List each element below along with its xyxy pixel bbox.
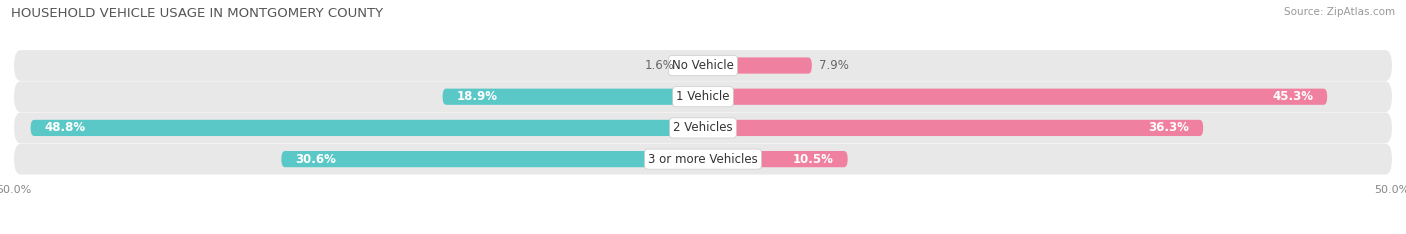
Text: HOUSEHOLD VEHICLE USAGE IN MONTGOMERY COUNTY: HOUSEHOLD VEHICLE USAGE IN MONTGOMERY CO… <box>11 7 384 20</box>
Text: 2 Vehicles: 2 Vehicles <box>673 121 733 134</box>
FancyBboxPatch shape <box>703 120 1204 136</box>
Text: 48.8%: 48.8% <box>45 121 86 134</box>
Text: 36.3%: 36.3% <box>1149 121 1189 134</box>
Text: 18.9%: 18.9% <box>457 90 498 103</box>
Text: 30.6%: 30.6% <box>295 153 336 166</box>
FancyBboxPatch shape <box>31 120 703 136</box>
FancyBboxPatch shape <box>14 144 1392 175</box>
FancyBboxPatch shape <box>681 57 703 74</box>
Text: 45.3%: 45.3% <box>1272 90 1313 103</box>
FancyBboxPatch shape <box>281 151 703 167</box>
Text: 3 or more Vehicles: 3 or more Vehicles <box>648 153 758 166</box>
Text: 7.9%: 7.9% <box>818 59 849 72</box>
FancyBboxPatch shape <box>703 57 811 74</box>
Text: 10.5%: 10.5% <box>793 153 834 166</box>
Text: 1.6%: 1.6% <box>644 59 673 72</box>
FancyBboxPatch shape <box>443 89 703 105</box>
FancyBboxPatch shape <box>703 89 1327 105</box>
Text: No Vehicle: No Vehicle <box>672 59 734 72</box>
Text: Source: ZipAtlas.com: Source: ZipAtlas.com <box>1284 7 1395 17</box>
FancyBboxPatch shape <box>703 151 848 167</box>
Text: 1 Vehicle: 1 Vehicle <box>676 90 730 103</box>
FancyBboxPatch shape <box>14 50 1392 81</box>
FancyBboxPatch shape <box>14 81 1392 112</box>
FancyBboxPatch shape <box>14 113 1392 143</box>
